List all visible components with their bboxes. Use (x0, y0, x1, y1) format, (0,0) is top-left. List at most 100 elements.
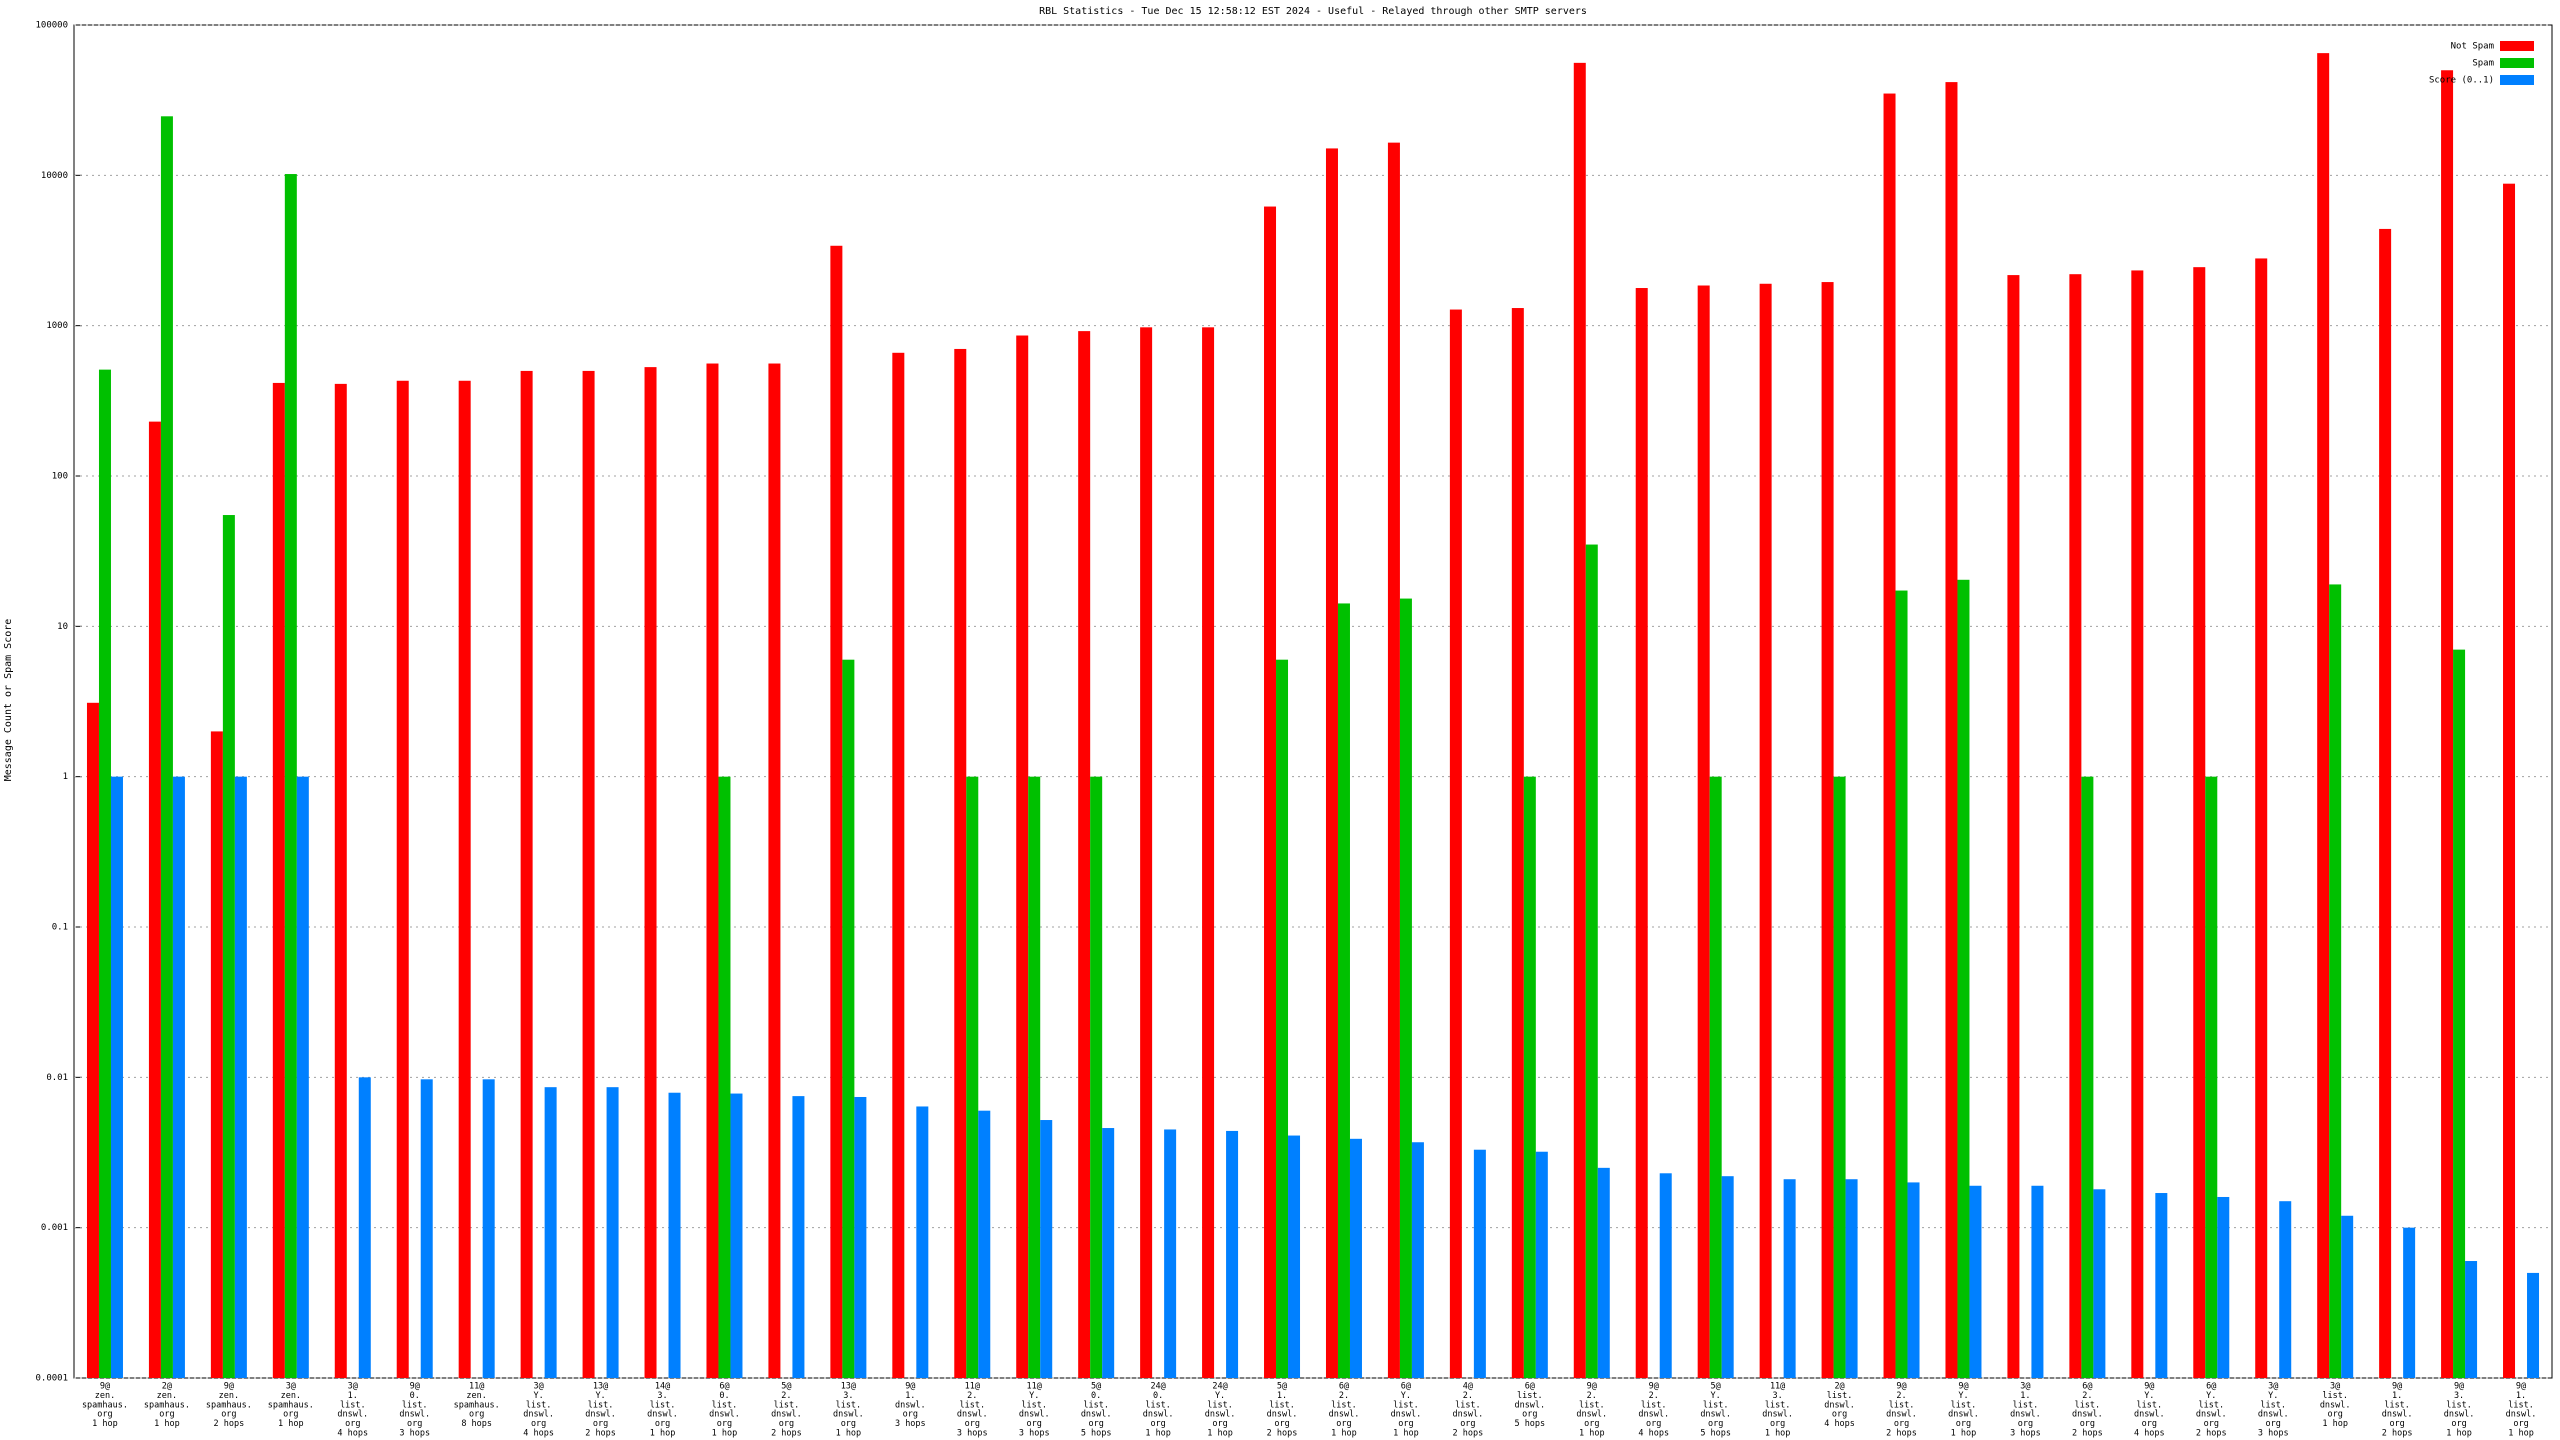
x-tick-label: list. (402, 1400, 428, 1410)
x-tick-label: org (221, 1410, 236, 1420)
x-tick-label: zen. (281, 1391, 301, 1401)
bar (1276, 659, 1289, 1378)
x-tick-label: dnswl. (2072, 1410, 2103, 1420)
y-tick-label: 100 (52, 472, 68, 482)
x-tick-label: 4 hops (2134, 1429, 2165, 1439)
x-tick-label: dnswl. (1576, 1410, 1607, 1420)
x-tick-label: Y. (534, 1391, 544, 1401)
x-tick-label: spamhaus. (268, 1400, 314, 1410)
bar (2329, 584, 2342, 1378)
x-tick-label: org (1956, 1419, 1971, 1429)
x-tick-label: 6@ (1525, 1382, 1535, 1392)
bar (1078, 331, 1091, 1378)
x-tick-label: list. (340, 1400, 366, 1410)
bar (1895, 590, 1908, 1378)
x-tick-label: 1 hop (650, 1429, 676, 1439)
x-tick-label: dnswl. (1391, 1410, 1422, 1420)
x-tick-label: org (1088, 1419, 1103, 1429)
x-tick-label: org (2018, 1419, 2033, 1429)
x-tick-label: 13@ (841, 1382, 856, 1392)
x-tick-label: dnswl. (895, 1400, 926, 1410)
bar (830, 245, 843, 1378)
x-tick-label: 1. (2392, 1391, 2402, 1401)
x-tick-label: 9@ (2144, 1382, 2154, 1392)
x-tick-label: org (1336, 1419, 1351, 1429)
bar (718, 776, 731, 1378)
x-tick-label: dnswl. (1824, 1400, 1855, 1410)
x-tick-label: dnswl. (647, 1410, 678, 1420)
x-tick-label: 3@ (534, 1382, 544, 1392)
x-tick-label: dnswl. (833, 1410, 864, 1420)
bar (1028, 776, 1041, 1378)
x-tick-label: org (2389, 1419, 2404, 1429)
x-tick-label: dnswl. (2506, 1410, 2537, 1420)
x-tick-label: 3 hops (2010, 1429, 2041, 1439)
x-tick-label: org (903, 1410, 918, 1420)
bar (172, 776, 185, 1378)
x-tick-label: org (407, 1419, 422, 1429)
bar (730, 1093, 743, 1378)
x-tick-label: 11@ (469, 1382, 484, 1392)
bar (2255, 258, 2268, 1379)
x-tick-label: 1 hop (712, 1429, 738, 1439)
x-tick-label: Y. (1215, 1391, 1225, 1401)
x-tick-label: 4 hops (1824, 1419, 1855, 1429)
x-tick-label: dnswl. (1143, 1410, 1174, 1420)
x-tick-label: list. (1393, 1400, 1419, 1410)
x-tick-label: 1 hop (278, 1419, 304, 1429)
bar (668, 1092, 681, 1378)
x-tick-label: 2 hops (771, 1429, 802, 1439)
x-tick-label: 3. (843, 1391, 853, 1401)
x-tick-label: 1 hop (1765, 1429, 1791, 1439)
x-tick-label: dnswl. (1453, 1410, 1484, 1420)
bar (1164, 1129, 1177, 1378)
x-tick-label: org (779, 1419, 794, 1429)
x-tick-label: 9@ (2392, 1382, 2402, 1392)
x-tick-label: 1. (1277, 1391, 1287, 1401)
x-tick-label: 2 hops (2072, 1429, 2103, 1439)
x-tick-label: 9@ (100, 1382, 110, 1392)
x-tick-label: dnswl. (957, 1410, 988, 1420)
bar (2205, 776, 2218, 1378)
x-tick-label: 9@ (224, 1382, 234, 1392)
x-tick-label: org (97, 1410, 112, 1420)
legend-swatch (2500, 58, 2534, 68)
x-tick-label: 9@ (1958, 1382, 1968, 1392)
x-tick-label: org (1894, 1419, 1909, 1429)
x-tick-label: 2 hops (2382, 1429, 2413, 1439)
x-tick-label: org (1027, 1419, 1042, 1429)
x-tick-label: dnswl. (1700, 1410, 1731, 1420)
x-tick-label: org (2327, 1410, 2342, 1420)
x-tick-label: 24@ (1150, 1382, 1165, 1392)
x-tick-label: 1. (905, 1391, 915, 1401)
x-tick-label: list. (2013, 1400, 2039, 1410)
x-tick-label: 9@ (2454, 1382, 2464, 1392)
bar (1411, 1142, 1424, 1378)
x-tick-label: 1 hop (154, 1419, 180, 1429)
x-tick-label: 5 hops (1514, 1419, 1545, 1429)
x-tick-label: dnswl. (2258, 1410, 2289, 1420)
bar (110, 776, 123, 1378)
bar (1759, 283, 1772, 1378)
x-tick-label: 1. (2020, 1391, 2030, 1401)
bar (358, 1077, 371, 1378)
bar (420, 1079, 433, 1378)
legend-label: Not Spam (2451, 42, 2494, 52)
bar (2441, 70, 2454, 1378)
x-tick-label: list. (2260, 1400, 2286, 1410)
bar (2155, 1193, 2168, 1378)
x-tick-label: list. (1641, 1400, 1667, 1410)
bar (296, 776, 309, 1378)
x-tick-label: dnswl. (1019, 1410, 1050, 1420)
bar (954, 348, 967, 1378)
x-tick-label: dnswl. (1205, 1410, 1236, 1420)
x-tick-label: 3. (657, 1391, 667, 1401)
x-tick-label: list. (2508, 1400, 2534, 1410)
bar (1523, 776, 1536, 1378)
bar (1449, 309, 1462, 1378)
bar (1535, 1151, 1548, 1378)
bar (1349, 1138, 1362, 1378)
bar (1957, 579, 1970, 1378)
bar (148, 421, 161, 1378)
chart-title: RBL Statistics - Tue Dec 15 12:58:12 EST… (1039, 6, 1587, 17)
